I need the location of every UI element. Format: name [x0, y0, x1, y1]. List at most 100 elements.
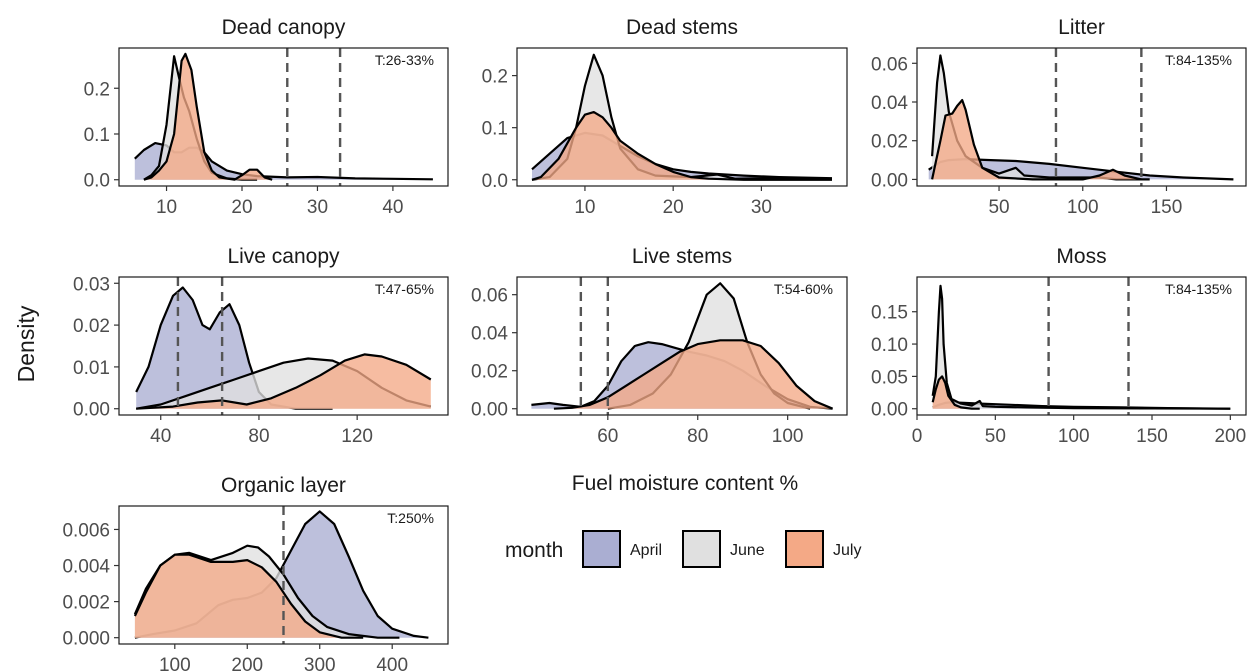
- panel-moss: Moss T:84-135% 0.00 0.05 0.10 0.15 0 50 100 150 20…: [871, 245, 1247, 447]
- legend-key-june: [682, 530, 721, 568]
- y-tick-label: 0.004: [62, 557, 110, 578]
- panel-title: Live canopy: [227, 245, 340, 268]
- y-tick-label: 0.15: [871, 303, 908, 324]
- y-tick-label: 0.06: [471, 286, 508, 307]
- density-area-july: [136, 354, 431, 409]
- y-axis-title: Density: [13, 305, 39, 382]
- x-tick-label: 400: [376, 655, 408, 672]
- x-axis-title: Fuel moisture content %: [572, 472, 798, 495]
- y-tick-label: 0.03: [73, 274, 110, 295]
- x-tick-label: 150: [1136, 426, 1168, 447]
- panel-dead-stems: Dead stems 0.0 0.1 0.2 10 20 30: [482, 16, 848, 218]
- y-tick-label: 0.0: [84, 171, 110, 192]
- density-line-july: [531, 111, 832, 181]
- x-tick-label: 40: [150, 426, 171, 447]
- panel-frame: [118, 276, 449, 416]
- y-tick-label: 0.00: [471, 400, 508, 421]
- density-line-july: [931, 375, 980, 410]
- threshold-label: T:84-135%: [1165, 52, 1232, 68]
- x-tick-label: 150: [1151, 197, 1183, 218]
- panel-frame: [516, 276, 848, 416]
- x-tick-label: 100: [1058, 426, 1090, 447]
- x-tick-label: 100: [772, 426, 804, 447]
- y-tick-label: 0.01: [73, 358, 110, 379]
- x-tick-label: 50: [988, 197, 1009, 218]
- y-tick-label: 0.02: [73, 316, 110, 337]
- y-tick-label: 0.2: [84, 79, 110, 100]
- density-line-july: [143, 52, 273, 181]
- panel-title: Litter: [1058, 16, 1105, 39]
- panel-live-stems: Live stems T:54-60% 0.00 0.02 0.04 0.06 60 80 10…: [471, 245, 848, 447]
- panel-title: Organic layer: [221, 474, 346, 497]
- y-tick-label: 0.02: [871, 132, 908, 153]
- y-tick-label: 0.000: [62, 629, 110, 650]
- legend-title: month: [505, 539, 563, 562]
- panel-title: Dead canopy: [222, 16, 346, 39]
- y-tick-label: 0.04: [471, 324, 508, 345]
- x-tick-label: 80: [248, 426, 269, 447]
- y-tick-label: 0.1: [84, 125, 110, 146]
- y-tick-label: 0.1: [482, 119, 508, 140]
- panel-frame: [516, 47, 848, 187]
- x-tick-label: 20: [231, 197, 252, 218]
- x-tick-label: 20: [663, 197, 684, 218]
- panel-background: [917, 277, 1246, 415]
- panel-litter: Litter T:84-135% 0.00 0.02 0.04 0.06 50 100 150: [871, 16, 1247, 218]
- threshold-label: T:26-33%: [375, 52, 434, 68]
- y-tick-label: 0.00: [871, 170, 908, 191]
- panel-dead-canopy: Dead canopy T:26-33% 0.0 0.1 0.2 10 20 30 40: [84, 16, 449, 218]
- y-tick-label: 0.06: [871, 54, 908, 75]
- x-tick-label: 100: [159, 655, 191, 672]
- density-areas: [531, 53, 833, 181]
- y-tick-label: 0.05: [871, 367, 908, 388]
- x-tick-label: 60: [597, 426, 618, 447]
- density-area-july: [143, 53, 273, 180]
- x-tick-label: 120: [341, 426, 373, 447]
- panel-frame: [118, 505, 449, 645]
- threshold-label: T:47-65%: [375, 281, 434, 297]
- panel-title: Dead stems: [626, 16, 738, 39]
- density-line-july: [553, 339, 834, 410]
- density-area-april: [136, 287, 333, 409]
- x-tick-label: 40: [382, 197, 403, 218]
- x-tick-label: 300: [304, 655, 336, 672]
- density-line-july: [136, 353, 432, 410]
- density-areas: [135, 286, 432, 410]
- legend-key-april: [582, 530, 621, 568]
- y-tick-label: 0.0: [482, 171, 508, 192]
- threshold-label: T:84-135%: [1165, 281, 1232, 297]
- y-tick-label: 0.04: [871, 93, 908, 114]
- threshold-label: T:250%: [387, 510, 434, 526]
- panel-frame: [916, 276, 1247, 416]
- x-tick-label: 200: [1214, 426, 1246, 447]
- legend: month April June July: [505, 530, 861, 568]
- density-area-july: [532, 112, 832, 180]
- panel-frame: [118, 47, 449, 187]
- panel-organic-layer: Organic layer T:250% 0.000 0.002 0.004 0.006 1…: [62, 474, 449, 672]
- y-tick-label: 0.2: [482, 67, 508, 88]
- x-tick-label: 100: [1067, 197, 1099, 218]
- density-areas: [928, 54, 1234, 181]
- density-area-july: [553, 340, 833, 409]
- legend-label-july: July: [833, 542, 861, 559]
- density-areas: [931, 284, 1231, 410]
- y-tick-label: 0.00: [73, 400, 110, 421]
- legend-label-june: June: [730, 542, 765, 559]
- density-areas: [531, 282, 834, 410]
- density-areas: [133, 510, 429, 639]
- x-tick-label: 200: [231, 655, 263, 672]
- x-tick-label: 0: [912, 426, 923, 447]
- threshold-label: T:54-60%: [774, 281, 833, 297]
- panel-frame: [916, 47, 1247, 187]
- y-tick-label: 0.02: [471, 362, 508, 383]
- panel-live-canopy: Live canopy T:47-65% 0.00 0.01 0.02 0.03 40 80 1…: [73, 245, 449, 447]
- density-line-july: [133, 553, 364, 639]
- x-tick-label: 10: [574, 197, 595, 218]
- panel-title: Moss: [1056, 245, 1106, 268]
- x-tick-label: 50: [985, 426, 1006, 447]
- y-tick-label: 0.10: [871, 335, 908, 356]
- legend-label-april: April: [630, 542, 662, 559]
- density-area-july: [932, 100, 1142, 180]
- panel-title: Live stems: [632, 245, 732, 268]
